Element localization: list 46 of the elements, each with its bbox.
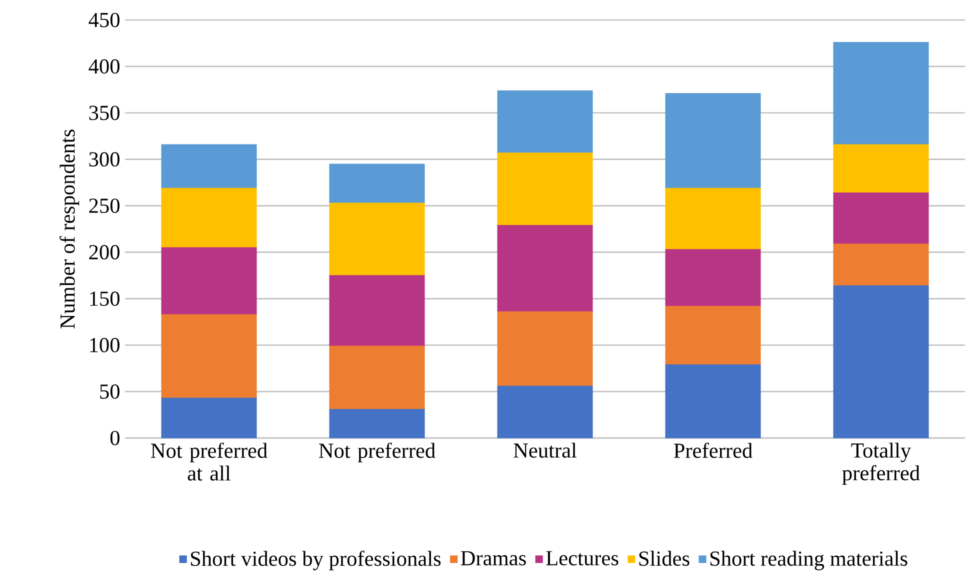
y-tick-label: 150 (90, 291, 120, 306)
bar (833, 42, 929, 145)
bar (329, 275, 425, 346)
y-tick-label: 250 (89, 198, 120, 213)
bar (497, 225, 593, 312)
bar (329, 346, 425, 410)
legend-label: Slides (639, 550, 690, 566)
bar (161, 188, 257, 248)
x-tick-label: Neutral (514, 442, 577, 458)
y-tick-label: 350 (89, 106, 120, 120)
bar (665, 364, 761, 438)
y-tick-label: 450 (88, 12, 120, 28)
bar (161, 144, 257, 188)
bar (329, 202, 425, 276)
bar (665, 188, 761, 250)
bar (665, 249, 761, 306)
bar (497, 90, 593, 154)
bar (329, 408, 425, 438)
bar (665, 306, 761, 365)
x-tick-label: Not preferred at all (150, 442, 268, 481)
y-tick-label: 400 (88, 59, 120, 74)
bar (161, 398, 257, 438)
y-tick-label: 100 (90, 338, 120, 352)
y-axis-title: Number of respondents (60, 130, 80, 329)
y-tick-label: 50 (100, 384, 120, 399)
bar (665, 93, 761, 188)
bar (833, 244, 929, 286)
legend-label: Short videos by professionals (190, 550, 441, 570)
bar (329, 164, 425, 204)
y-tick-label: 0 (110, 430, 120, 446)
bar (833, 285, 929, 438)
legend-label: Dramas (460, 551, 526, 566)
legend-label: Lectures (546, 551, 618, 566)
bar (497, 386, 593, 438)
legend-label: Short reading materials (710, 550, 908, 570)
bar (497, 152, 593, 226)
bar (833, 192, 929, 244)
y-tick-label: 300 (89, 152, 120, 167)
y-tick-label: 200 (89, 245, 120, 260)
bar (161, 314, 257, 398)
x-tick-label: Totally preferred (842, 442, 920, 485)
bar (161, 247, 257, 315)
bar (497, 311, 593, 386)
x-tick-label: Preferred (674, 442, 752, 458)
bar (833, 144, 929, 194)
x-tick-label: Not preferred (318, 442, 436, 462)
